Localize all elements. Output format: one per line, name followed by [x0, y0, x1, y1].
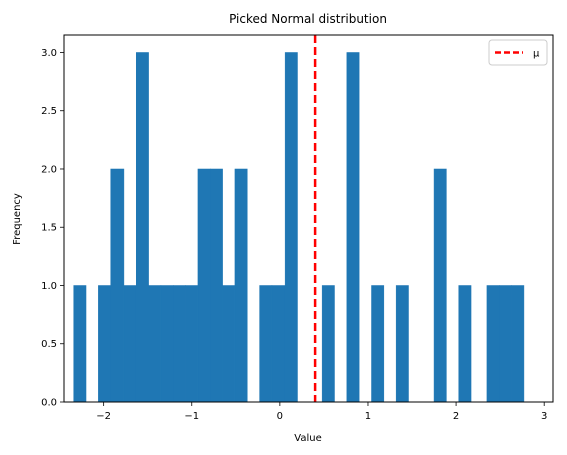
histogram-bar-19 — [396, 285, 408, 402]
histogram-bar-21 — [459, 285, 471, 402]
histogram-bar-6 — [161, 285, 173, 402]
histogram-bar-14 — [272, 285, 285, 402]
histogram-bar-2 — [111, 169, 124, 402]
y-tick-label-0: 0.0 — [41, 398, 57, 409]
x-tick-label-0: −2 — [96, 411, 111, 422]
histogram-bar-13 — [260, 285, 272, 402]
histogram-bar-0 — [74, 285, 86, 402]
histogram-bar-22 — [487, 285, 499, 402]
histogram-bar-16 — [322, 285, 334, 402]
legend-label-mean: μ — [533, 49, 540, 60]
histogram-bar-20 — [434, 169, 446, 402]
y-tick-label-2: 1.0 — [41, 281, 57, 292]
histogram-bar-24 — [512, 285, 524, 402]
y-axis-label: Frequency — [12, 193, 23, 245]
y-tick-label-5: 2.5 — [41, 106, 57, 117]
histogram-bar-12 — [235, 169, 247, 402]
histogram-bar-5 — [149, 285, 161, 402]
histogram-bar-8 — [186, 285, 198, 402]
y-tick-label-3: 1.5 — [41, 223, 57, 234]
histogram-bar-4 — [136, 52, 148, 402]
histogram-bar-15 — [285, 52, 297, 402]
histogram-bar-11 — [223, 285, 235, 402]
x-tick-label-1: −1 — [184, 411, 199, 422]
x-axis-label: Value — [294, 433, 321, 444]
x-tick-label-3: 1 — [365, 411, 371, 422]
x-axis-ticks: −2 −1 0 1 2 3 — [96, 402, 547, 422]
x-tick-label-4: 2 — [453, 411, 459, 422]
histogram-bar-17 — [347, 52, 359, 402]
histogram-bar-18 — [371, 285, 383, 402]
y-tick-label-6: 3.0 — [41, 48, 57, 59]
histogram-bar-23 — [499, 285, 511, 402]
bars-group — [74, 52, 524, 402]
histogram-bar-3 — [124, 285, 136, 402]
legend: μ — [489, 40, 547, 65]
histogram-bar-9 — [198, 169, 210, 402]
y-axis-ticks: 0.0 0.5 1.0 1.5 2.0 2.5 3.0 — [41, 48, 64, 409]
y-tick-label-1: 0.5 — [41, 339, 57, 350]
x-tick-label-2: 0 — [277, 411, 283, 422]
y-tick-label-4: 2.0 — [41, 164, 57, 175]
x-tick-label-5: 3 — [541, 411, 547, 422]
histogram-bar-1 — [98, 285, 110, 402]
histogram-bar-7 — [173, 285, 185, 402]
chart-title: Picked Normal distribution — [229, 12, 387, 26]
histogram-bar-10 — [210, 169, 222, 402]
